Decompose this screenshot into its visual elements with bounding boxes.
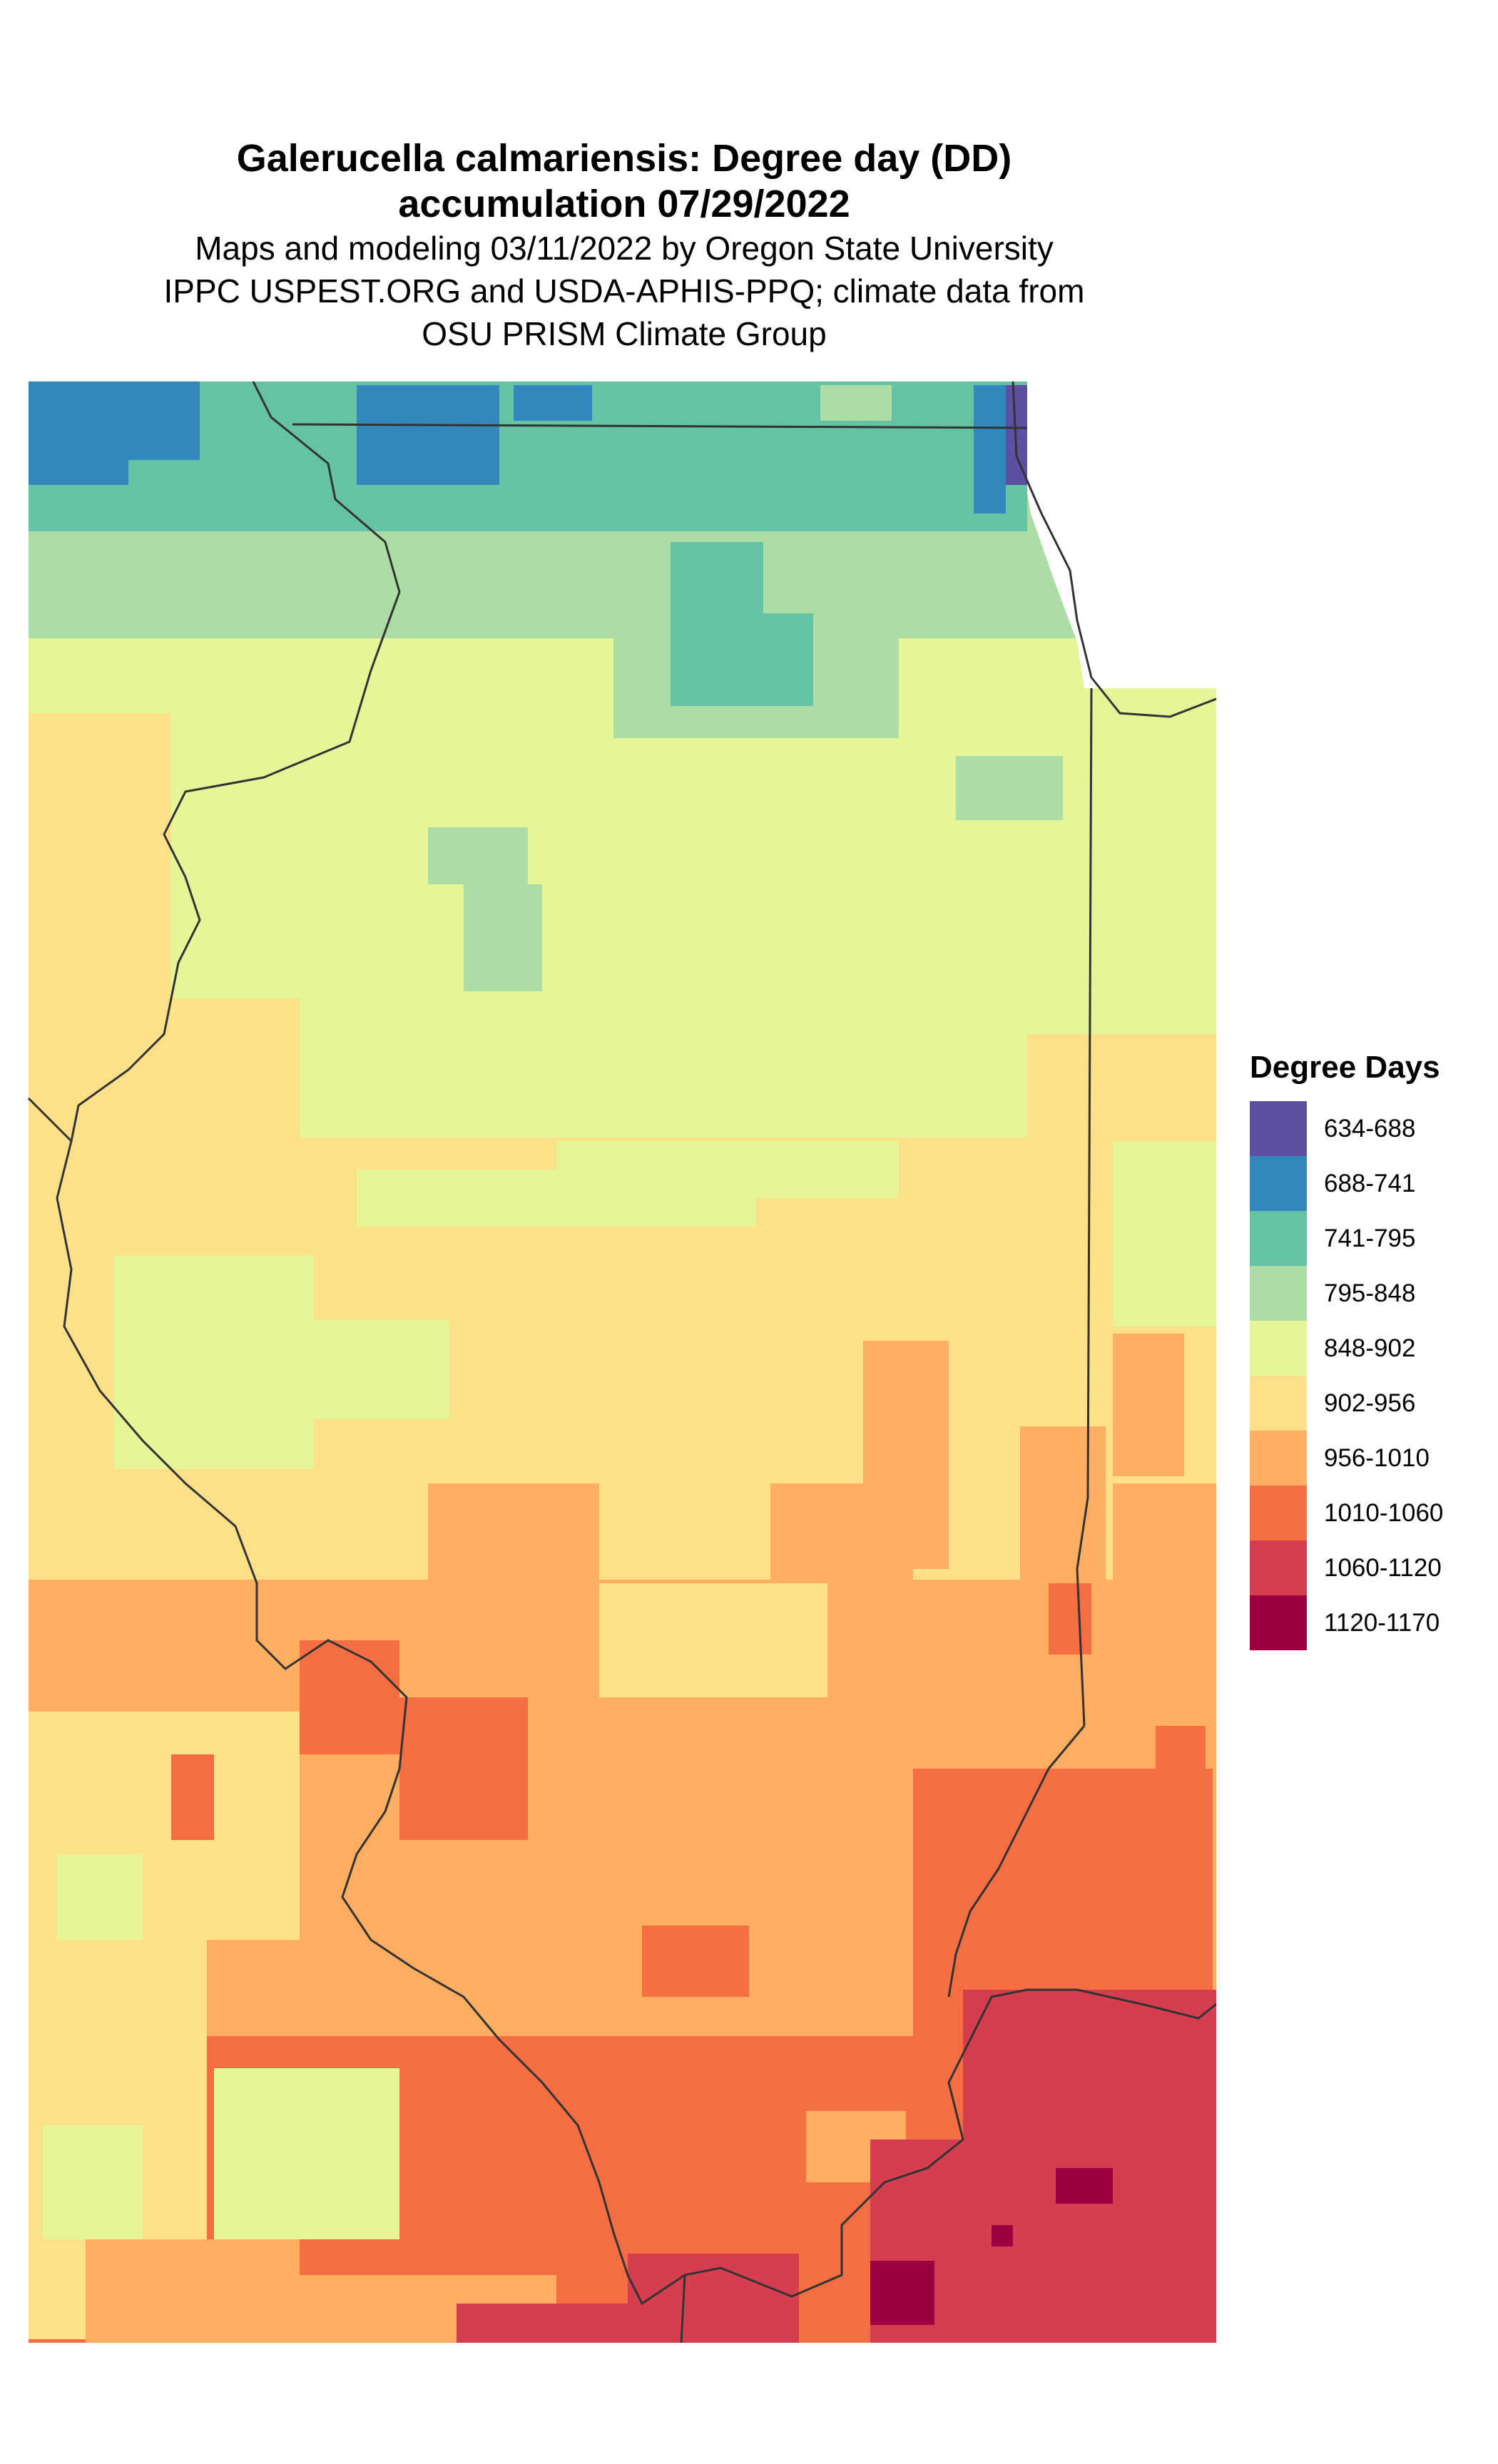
legend-swatch <box>1250 1101 1307 1156</box>
patch-greenyellow-1 <box>114 1255 314 1469</box>
patch-yellow-e <box>1027 1034 1216 1141</box>
legend-item: 956-1010 <box>1250 1431 1478 1486</box>
patch-lightgreen-w-2 <box>464 884 542 991</box>
patch-orange-4 <box>770 1483 913 1580</box>
legend-label: 634-688 <box>1324 1114 1416 1142</box>
patch-crimson-s-2 <box>457 2304 628 2343</box>
map-title-line-2: accumulation 07/29/2022 <box>398 183 850 225</box>
legend-item: 795-848 <box>1250 1266 1478 1321</box>
legend-swatch <box>1250 1156 1307 1211</box>
legend-item: 1010-1060 <box>1250 1486 1478 1540</box>
legend-swatch <box>1250 1376 1307 1431</box>
map-subtitle-line-3: OSU PRISM Climate Group <box>422 315 827 352</box>
legend-label: 902-956 <box>1324 1389 1416 1417</box>
title-block: Galerucella calmariensis: Degree day (DD… <box>29 136 1220 355</box>
legend-item: 1060-1120 <box>1250 1540 1478 1595</box>
patch-blue-nw-2 <box>29 442 128 485</box>
boundary-nw-spur <box>27 1097 73 1142</box>
legend-item: 1120-1170 <box>1250 1595 1478 1650</box>
patch-lightgreen-e <box>956 756 1063 820</box>
boundary-ohio <box>947 1725 1086 1998</box>
patch-redorange-7 <box>1156 1726 1206 1769</box>
patch-blue-n-2 <box>514 385 592 421</box>
legend-swatch <box>1250 1540 1307 1595</box>
legend-label: 1010-1060 <box>1324 1498 1444 1527</box>
patch-crimson-s <box>628 2254 799 2343</box>
map-patches <box>29 382 1216 2343</box>
patch-orange-2 <box>1113 1334 1184 1476</box>
map-subtitle-line-1: Maps and modeling 03/11/2022 by Oregon S… <box>195 230 1054 267</box>
legend-label: 1120-1170 <box>1324 1608 1440 1637</box>
legend-label: 1060-1120 <box>1324 1553 1442 1582</box>
patch-greenyellow-sw-2 <box>214 2068 399 2239</box>
legend-swatch <box>1250 1431 1307 1486</box>
legend-label: 956-1010 <box>1324 1443 1430 1472</box>
patch-greenyellow-sw <box>57 1854 143 1940</box>
patch-redorange-2 <box>399 1697 528 1840</box>
patch-redorange-1 <box>300 1640 399 1754</box>
legend-item: 688-741 <box>1250 1156 1478 1211</box>
legend-item: 741-795 <box>1250 1211 1478 1266</box>
patch-purple-red-2 <box>1056 2168 1113 2204</box>
patch-yellow-w-2 <box>29 998 300 1141</box>
patch-greenyellow-5 <box>556 1141 899 1198</box>
patch-teal-center-2 <box>756 613 813 706</box>
patch-greenyellow-3 <box>1113 1141 1216 1326</box>
patch-blue-n <box>357 385 499 485</box>
legend-swatch <box>1250 1211 1307 1266</box>
patch-greenyellow-2 <box>307 1319 449 1419</box>
legend-label: 688-741 <box>1324 1169 1416 1197</box>
legend-swatch <box>1250 1486 1307 1540</box>
patch-redorange-3 <box>171 1754 214 1840</box>
outside-area-mask <box>1027 382 1216 688</box>
patch-purple-red-1 <box>870 2261 934 2325</box>
map-subtitle-line-2: IPPC USPEST.ORG and USDA-APHIS-PPQ; clim… <box>163 272 1085 310</box>
legend-swatch <box>1250 1321 1307 1376</box>
legend-item: 848-902 <box>1250 1321 1478 1376</box>
legend-title: Degree Days <box>1250 1050 1440 1085</box>
boundary-north <box>292 423 1028 429</box>
legend-label: 795-848 <box>1324 1279 1416 1307</box>
legend-item: 634-688 <box>1250 1101 1478 1156</box>
boundary-south <box>680 2274 686 2343</box>
patch-lightgreen-w <box>428 827 528 884</box>
state-boundaries <box>27 381 1217 2343</box>
legend-items: 634-688 688-741 741-795 795-848 848-902 902-9… <box>1250 1101 1478 1650</box>
legend-label: 848-902 <box>1324 1334 1416 1362</box>
patch-orange-sw <box>86 2239 300 2343</box>
patch-orange-6 <box>1113 1483 1216 1583</box>
region-north-band-2 <box>29 531 1077 638</box>
patch-blue-ne <box>974 385 1006 513</box>
legend: Degree Days 634-688 688-741 741-795 795-848… <box>1250 1048 1478 1650</box>
patch-orange-5 <box>1020 1426 1106 1580</box>
map-title-line-1: Galerucella calmariensis: Degree day (DD… <box>236 137 1012 180</box>
boundary-ne <box>1012 381 1217 718</box>
patch-greenyellow-sw-3 <box>43 2125 143 2239</box>
legend-label: 741-795 <box>1324 1224 1416 1252</box>
legend-swatch <box>1250 1266 1307 1321</box>
legend-swatch <box>1250 1595 1307 1650</box>
boundary-mississippi <box>56 381 1217 2306</box>
patch-redorange-4 <box>642 1926 749 1997</box>
patch-yellow-center <box>599 1583 827 1697</box>
patch-purple-red-3 <box>992 2225 1013 2246</box>
mask-ne-corner <box>1027 382 1216 688</box>
patch-green-ne <box>820 385 892 421</box>
patch-redorange-6 <box>1049 1583 1091 1655</box>
boundary-east <box>1076 687 1093 1727</box>
patch-teal-center <box>671 542 763 706</box>
patch-crimson-se <box>963 1990 1216 2343</box>
patch-orange-3 <box>428 1483 599 1580</box>
legend-item: 902-956 <box>1250 1376 1478 1431</box>
